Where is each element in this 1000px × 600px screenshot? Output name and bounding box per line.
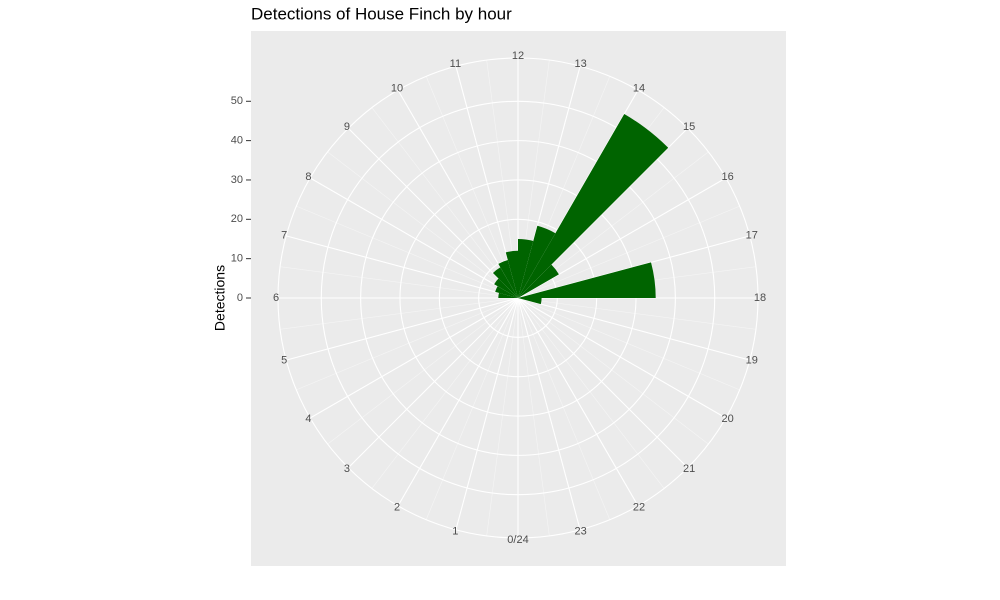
bar [518, 262, 656, 298]
chart-title: Detections of House Finch by hour [251, 4, 512, 23]
minor-grid-line [280, 266, 519, 299]
radial-grid-line [517, 297, 689, 469]
minor-grid-line [517, 297, 611, 520]
minor-grid-line [425, 76, 519, 299]
x-tick-label: 11 [450, 58, 461, 70]
minor-grid-line [486, 297, 519, 536]
x-tick-label: 13 [575, 58, 587, 70]
y-tick-label: 30 [231, 174, 243, 186]
x-tick-label: 22 [633, 501, 645, 513]
x-tick-label: 7 [281, 229, 287, 241]
minor-grid-line [517, 297, 665, 489]
minor-grid-line [280, 297, 519, 330]
minor-grid-line [327, 151, 519, 299]
bar [498, 259, 518, 298]
x-tick-label: 19 [746, 355, 758, 367]
bar [495, 286, 518, 298]
y-tick-label: 50 [231, 95, 243, 107]
minor-grid-line [425, 297, 519, 520]
bar [505, 250, 518, 298]
radial-grid-line [397, 89, 519, 299]
x-tick-label: 2 [394, 501, 400, 513]
minor-grid-line [296, 297, 519, 391]
bar [518, 298, 542, 305]
minor-grid-line [517, 297, 756, 330]
bar [518, 114, 669, 298]
minor-grid-line [327, 297, 519, 445]
minor-grid-line [517, 297, 740, 391]
radial-grid-line [286, 297, 519, 361]
y-axis-label: Detections [212, 265, 228, 331]
radial-grid-line [517, 297, 750, 361]
y-tick-label: 20 [231, 213, 243, 225]
x-tick-label: 1 [452, 526, 458, 538]
x-tick-label: 5 [281, 355, 287, 367]
y-tick-label: 10 [231, 253, 243, 265]
x-tick-label: 17 [746, 229, 758, 241]
radial-grid-line [517, 297, 639, 507]
x-tick-label: 21 [683, 463, 695, 475]
x-tick-label: 16 [721, 171, 733, 183]
minor-grid-line [517, 297, 709, 445]
minor-grid-line [371, 107, 519, 299]
y-tick-label: 40 [231, 135, 243, 147]
minor-grid-line [517, 205, 740, 299]
radial-grid-line [309, 177, 519, 299]
x-tick-label: 15 [683, 121, 695, 133]
x-tick-label: 14 [633, 82, 645, 94]
radial-grid-line [286, 235, 519, 299]
bar [518, 238, 534, 298]
minor-grid-line [296, 205, 519, 299]
radial-grid-line [397, 297, 519, 507]
radial-grid-line [517, 297, 581, 530]
radial-grid-line [309, 297, 519, 419]
radial-grid-line [517, 297, 727, 419]
x-tick-label: 10 [391, 82, 403, 94]
x-tick-label: 4 [305, 413, 311, 425]
y-tick-label: 0 [237, 292, 243, 304]
x-tick-label: 23 [575, 526, 587, 538]
bar [492, 267, 518, 298]
x-tick-label: 9 [344, 121, 350, 133]
bar [518, 225, 556, 298]
radial-grid-line [347, 297, 519, 469]
x-tick-label: 8 [305, 171, 311, 183]
bar [518, 264, 559, 298]
bar [494, 278, 518, 298]
x-tick-label: 6 [273, 292, 279, 304]
minor-grid-line [517, 297, 550, 536]
radial-grid-line [455, 297, 519, 530]
x-tick-label: 12 [512, 50, 524, 62]
x-tick-label: 3 [344, 463, 350, 475]
x-tick-label: 18 [754, 292, 766, 304]
minor-grid-line [371, 297, 519, 489]
x-tick-label: 20 [721, 413, 733, 425]
x-tick-label: 0/24 [507, 534, 528, 546]
radial-grid-line [347, 127, 519, 299]
bar [498, 292, 518, 298]
